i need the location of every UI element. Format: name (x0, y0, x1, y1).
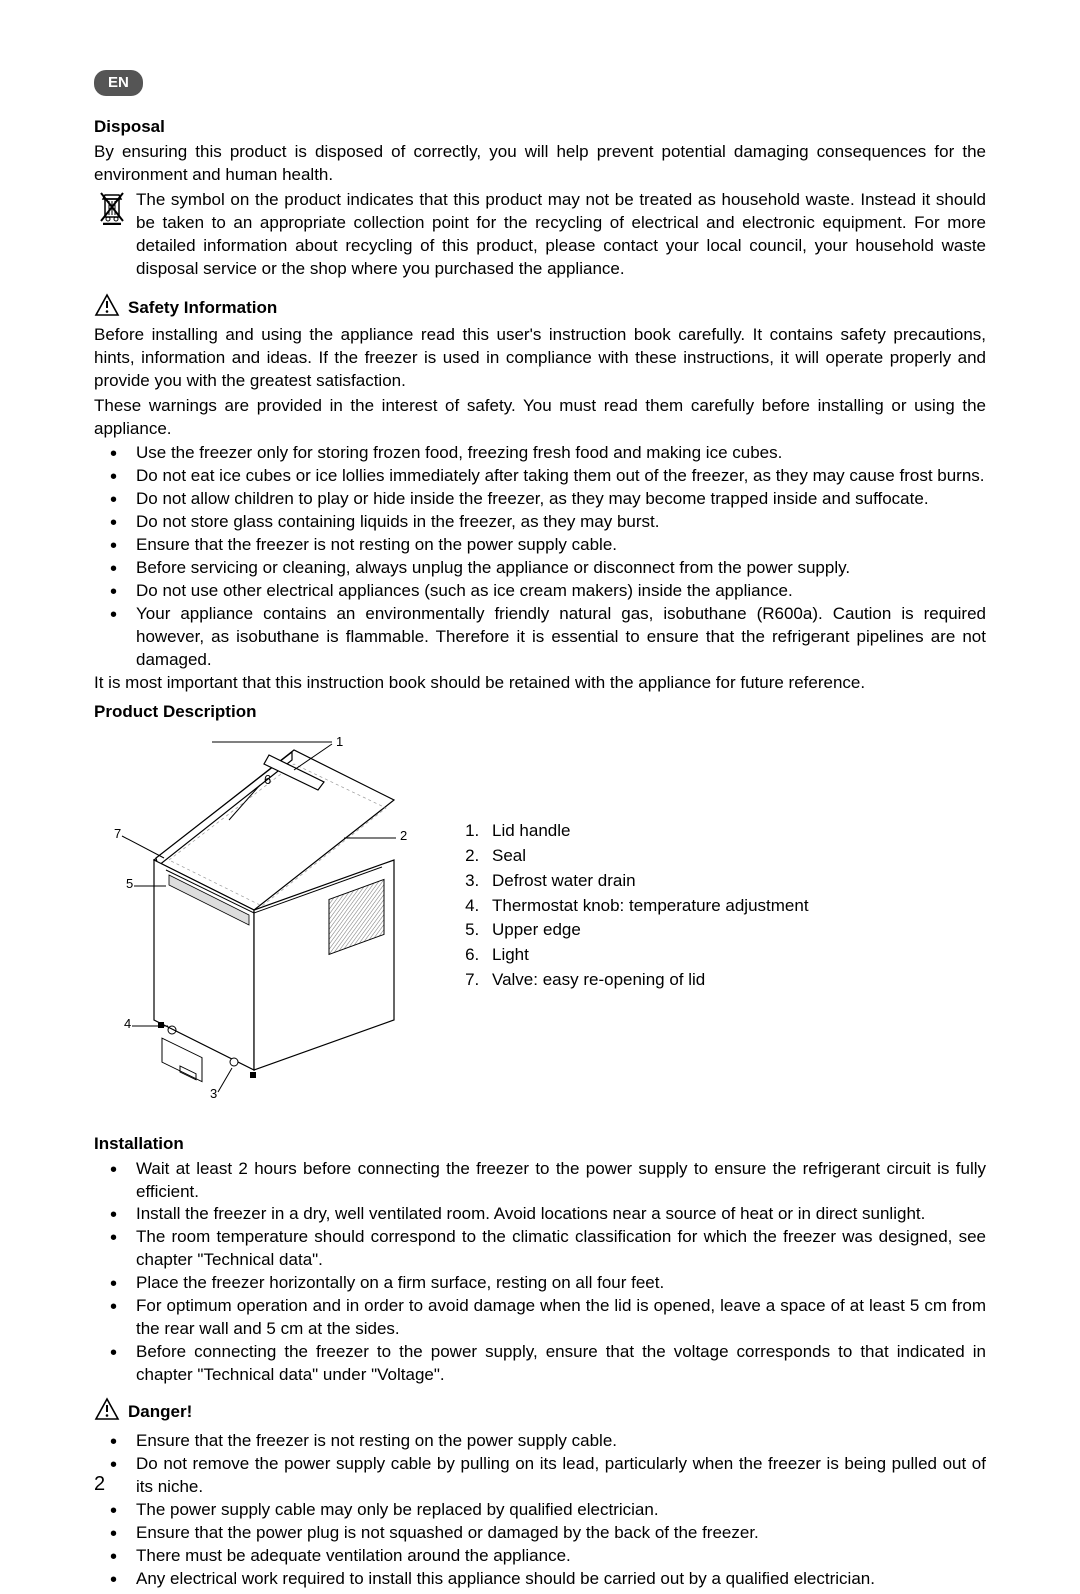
bullet-item: Ensure that the freezer is not resting o… (122, 534, 986, 557)
language-badge: EN (94, 70, 143, 96)
bullet-item: Do not allow children to play or hide in… (122, 488, 986, 511)
weee-bin-icon (94, 189, 130, 225)
bullet-item: Before connecting the freezer to the pow… (122, 1341, 986, 1387)
bullet-item: Do not eat ice cubes or ice lollies imme… (122, 465, 986, 488)
freezer-diagram: 1 6 7 2 5 4 3 (94, 730, 414, 1117)
safety-bullets: Use the freezer only for storing frozen … (94, 442, 986, 671)
bullet-item: Any electrical work required to install … (122, 1568, 986, 1591)
legend-item: Seal (484, 845, 809, 868)
bullet-item: Install the freezer in a dry, well venti… (122, 1203, 986, 1226)
bullet-item: Your appliance contains an environmental… (122, 603, 986, 672)
bullet-item: Ensure that the freezer is not resting o… (122, 1430, 986, 1453)
disposal-p2: The symbol on the product indicates that… (136, 189, 986, 281)
bullet-item: The room temperature should correspond t… (122, 1226, 986, 1272)
warning-triangle-icon (94, 293, 120, 324)
svg-text:1: 1 (336, 734, 343, 749)
legend-item: Defrost water drain (484, 870, 809, 893)
disposal-title: Disposal (94, 116, 986, 139)
bullet-item: Do not store glass containing liquids in… (122, 511, 986, 534)
page-number: 2 (94, 1471, 105, 1498)
installation-title: Installation (94, 1133, 986, 1156)
legend-item: Light (484, 944, 809, 967)
bullet-item: Do not remove the power supply cable by … (122, 1453, 986, 1499)
bullet-item: There must be adequate ventilation aroun… (122, 1545, 986, 1568)
bullet-item: Use the freezer only for storing frozen … (122, 442, 986, 465)
bullet-item: The power supply cable may only be repla… (122, 1499, 986, 1522)
svg-text:3: 3 (210, 1086, 217, 1101)
safety-p1: Before installing and using the applianc… (94, 324, 986, 393)
bullet-item: Do not use other electrical appliances (… (122, 580, 986, 603)
bullet-item: Wait at least 2 hours before connecting … (122, 1158, 986, 1204)
legend-item: Thermostat knob: temperature adjustment (484, 895, 809, 918)
svg-text:4: 4 (124, 1016, 131, 1031)
installation-bullets: Wait at least 2 hours before connecting … (94, 1158, 986, 1387)
warning-triangle-icon (94, 1397, 120, 1428)
svg-text:6: 6 (264, 772, 271, 787)
bullet-item: Place the freezer horizontally on a firm… (122, 1272, 986, 1295)
safety-p2: These warnings are provided in the inter… (94, 395, 986, 441)
svg-text:5: 5 (126, 876, 133, 891)
legend-item: Lid handle (484, 820, 809, 843)
bullet-item: For optimum operation and in order to av… (122, 1295, 986, 1341)
svg-text:2: 2 (400, 828, 407, 843)
disposal-p1: By ensuring this product is disposed of … (94, 141, 986, 187)
bullet-item: Ensure that the power plug is not squash… (122, 1522, 986, 1545)
bullet-item: Before servicing or cleaning, always unp… (122, 557, 986, 580)
danger-title: Danger! (128, 1401, 192, 1424)
legend-item: Upper edge (484, 919, 809, 942)
product-title: Product Description (94, 701, 986, 724)
svg-text:7: 7 (114, 826, 121, 841)
legend-item: Valve: easy re-opening of lid (484, 969, 809, 992)
danger-bullets: Ensure that the freezer is not resting o… (94, 1430, 986, 1591)
safety-p3: It is most important that this instructi… (94, 672, 986, 695)
product-legend: Lid handleSealDefrost water drainThermos… (454, 820, 809, 995)
safety-title: Safety Information (128, 297, 277, 320)
